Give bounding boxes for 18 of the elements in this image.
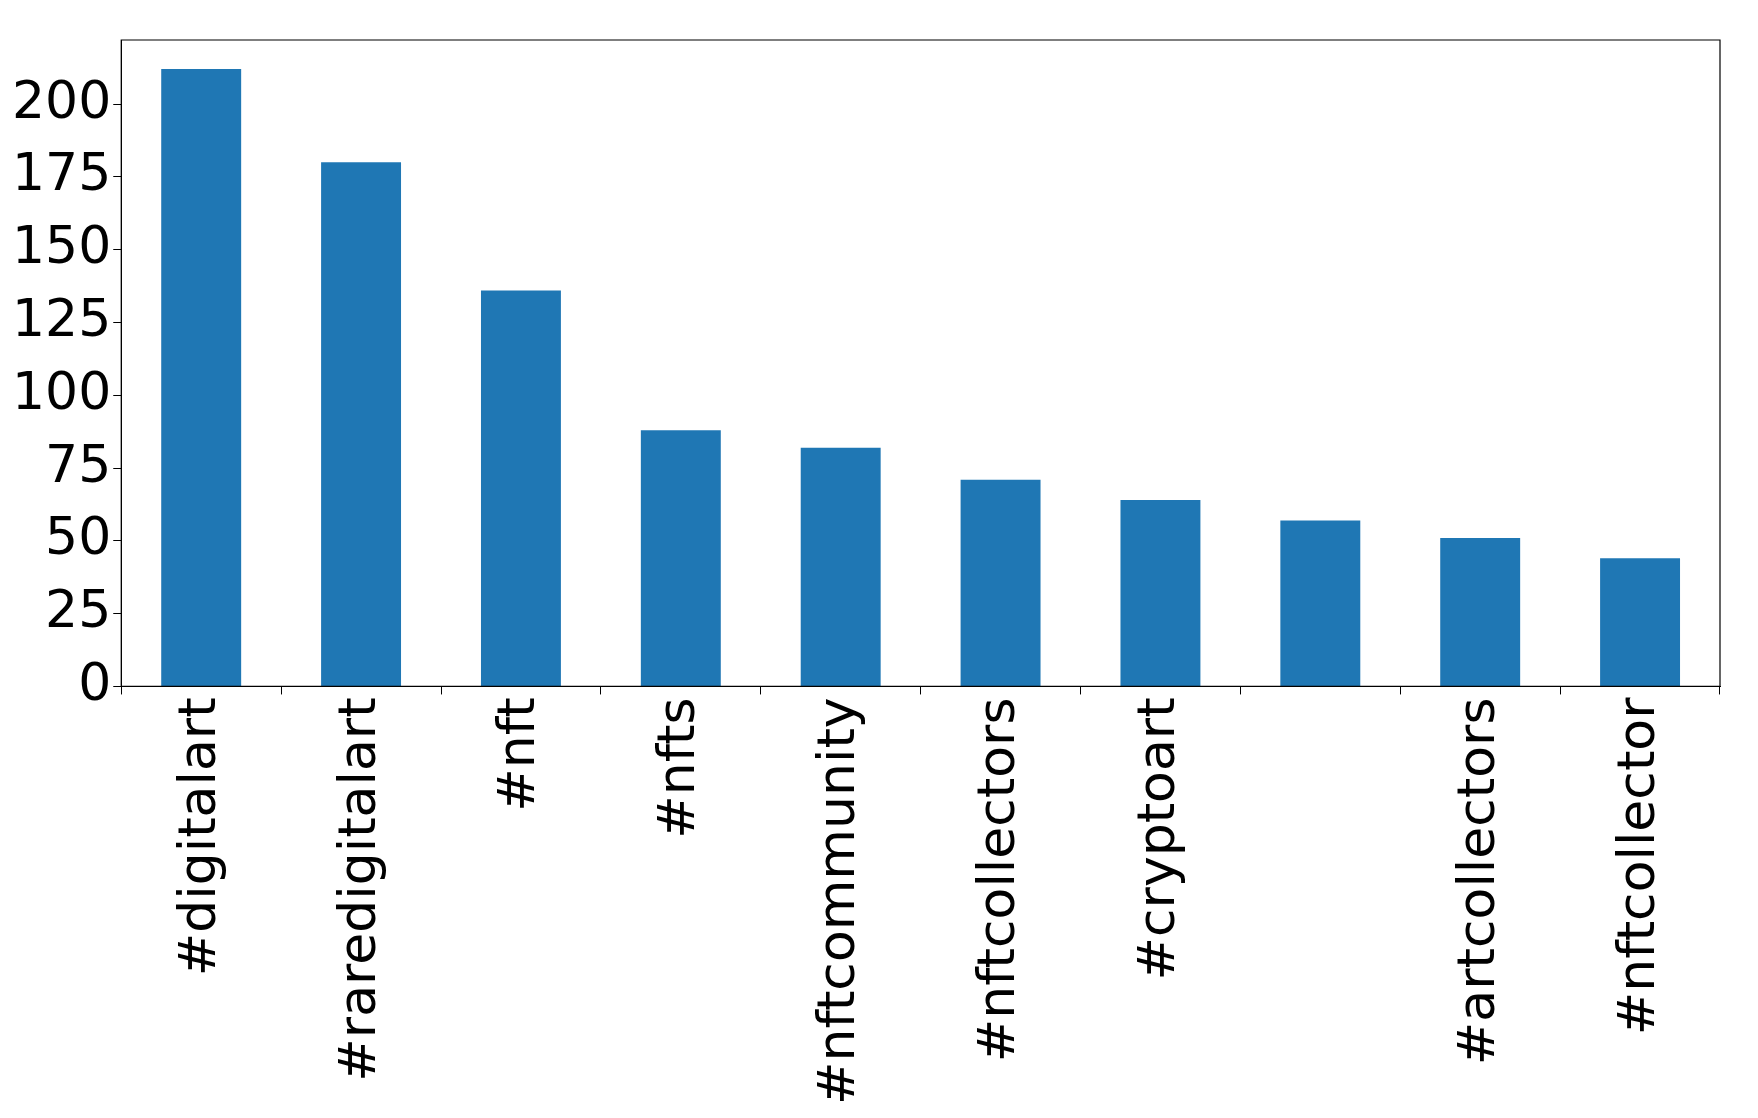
y-tick-label: 175: [11, 142, 112, 203]
x-tick-label: #digitalart: [166, 697, 227, 977]
x-tick-label: #nft: [486, 697, 547, 812]
y-tick-label: 25: [45, 579, 112, 640]
y-tick-label: 50: [45, 506, 112, 567]
x-tick-label: #nftcollectors: [966, 697, 1027, 1063]
y-tick-label: 0: [78, 651, 112, 712]
x-tick-label: #raredigitalart: [326, 697, 387, 1082]
y-tick-label: 200: [11, 69, 112, 130]
x-tick-label: #artcollectors: [1445, 697, 1506, 1066]
y-tick-label: 125: [11, 287, 112, 348]
x-tick-label: #cryptoart: [1125, 697, 1186, 981]
x-tick-label: #nfts: [646, 697, 707, 839]
y-tick-label: 150: [11, 215, 112, 276]
x-tick-label: #nftcollector: [1605, 696, 1666, 1036]
x-tick-label: #nftcommunity: [806, 697, 867, 1105]
y-tick-label: 75: [45, 433, 112, 494]
y-tick-label: 100: [11, 360, 112, 421]
